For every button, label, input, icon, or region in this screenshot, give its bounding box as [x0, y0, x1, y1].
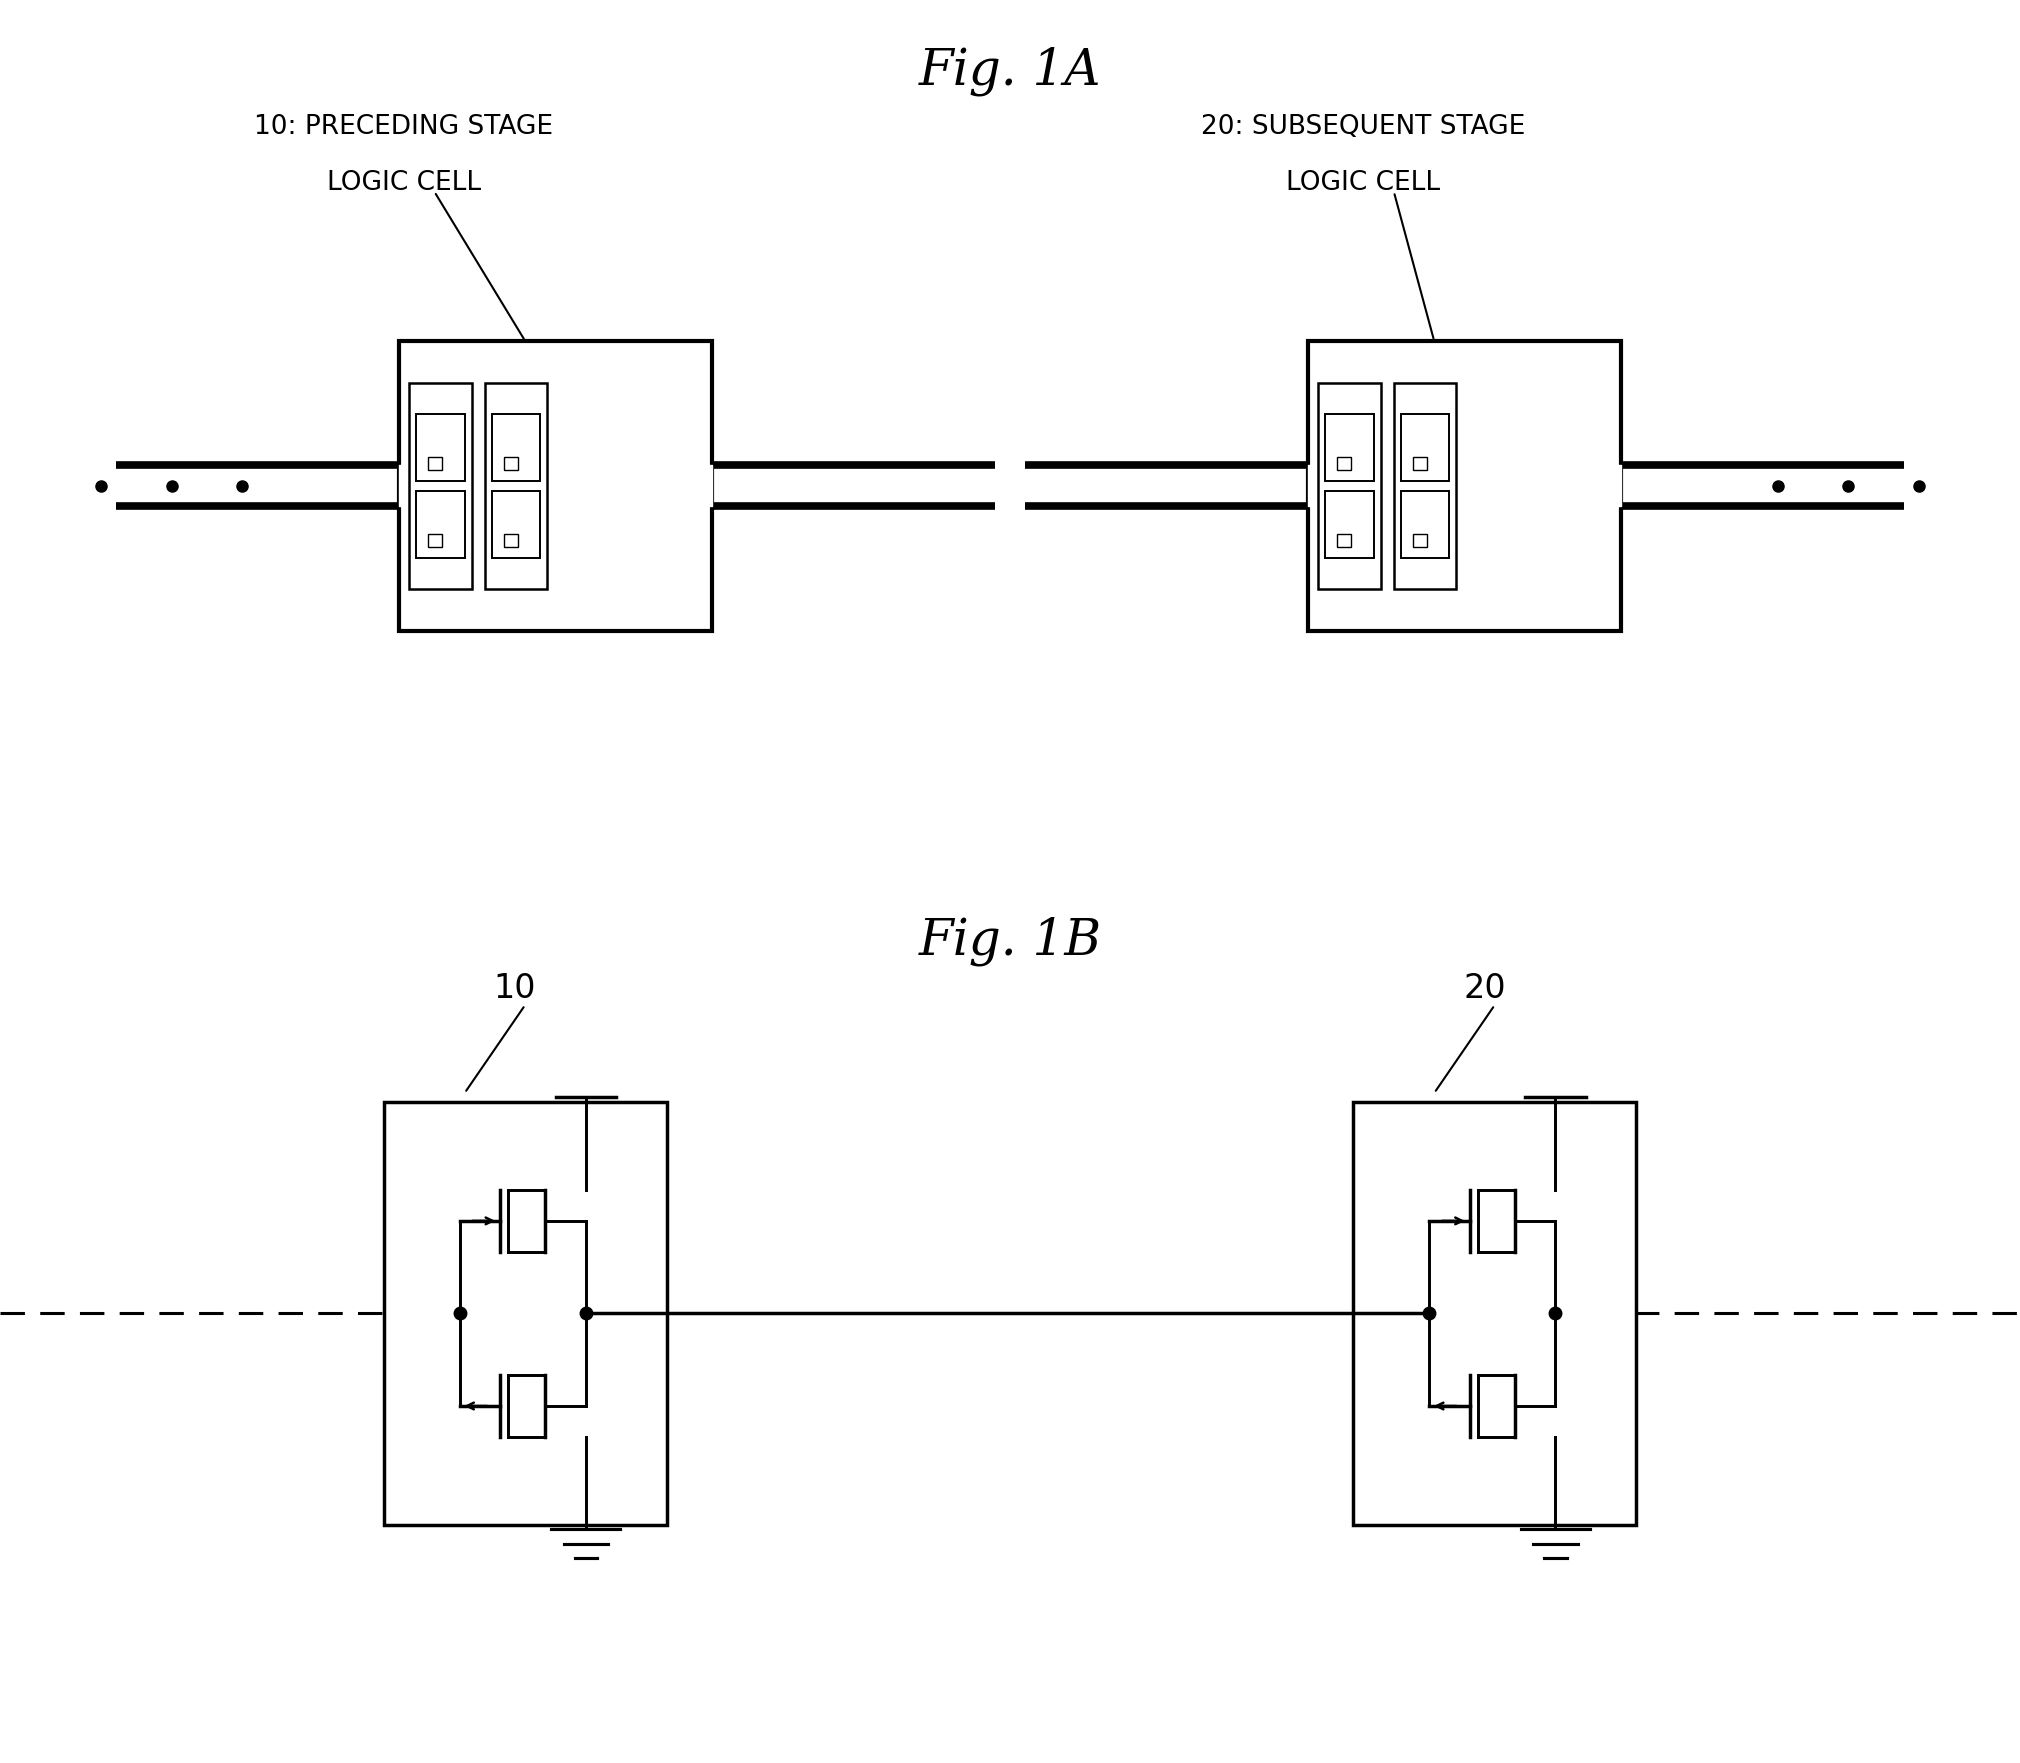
- Bar: [1317, 383, 1380, 589]
- Bar: [1325, 414, 1374, 481]
- Bar: [428, 534, 442, 547]
- Bar: [428, 457, 442, 471]
- Bar: [1353, 1102, 1636, 1525]
- Text: Fig. 1A: Fig. 1A: [919, 46, 1101, 97]
- Bar: [505, 457, 517, 471]
- Text: 20: 20: [1462, 971, 1507, 1005]
- Bar: [1394, 383, 1456, 589]
- Text: LOGIC CELL: LOGIC CELL: [1287, 171, 1440, 196]
- Bar: [1337, 534, 1351, 547]
- Bar: [1412, 457, 1426, 471]
- Bar: [384, 1102, 667, 1525]
- Text: 20: SUBSEQUENT STAGE: 20: SUBSEQUENT STAGE: [1202, 115, 1525, 139]
- Bar: [416, 490, 465, 557]
- Bar: [485, 383, 547, 589]
- Bar: [1412, 534, 1426, 547]
- Text: 10: 10: [493, 971, 537, 1005]
- Bar: [1337, 457, 1351, 471]
- Bar: [493, 414, 539, 481]
- Bar: [400, 340, 713, 631]
- Bar: [1325, 490, 1374, 557]
- Bar: [1402, 490, 1448, 557]
- Text: 10: PRECEDING STAGE: 10: PRECEDING STAGE: [255, 115, 553, 139]
- Bar: [493, 490, 539, 557]
- Bar: [1402, 414, 1448, 481]
- Text: Fig. 1B: Fig. 1B: [919, 917, 1101, 966]
- Bar: [408, 383, 471, 589]
- Text: LOGIC CELL: LOGIC CELL: [327, 171, 481, 196]
- Bar: [1309, 340, 1620, 631]
- Bar: [505, 534, 517, 547]
- Bar: [416, 414, 465, 481]
